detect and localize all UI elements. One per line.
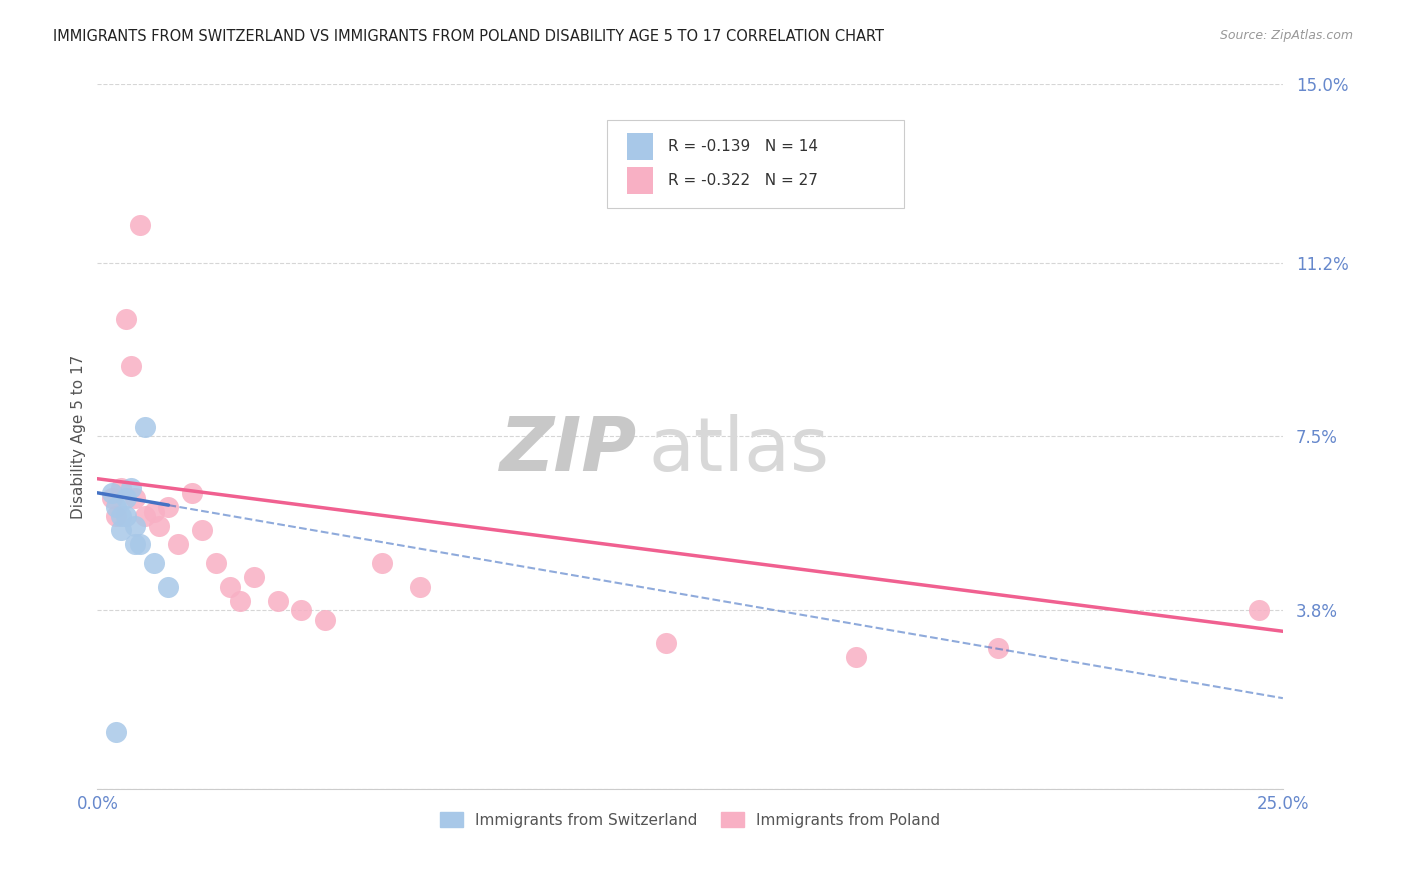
Point <box>100 491 122 505</box>
Point <box>290 603 312 617</box>
Text: IMMIGRANTS FROM SWITZERLAND VS IMMIGRANTS FROM POLAND DISABILITY AGE 5 TO 17 COR: IMMIGRANTS FROM SWITZERLAND VS IMMIGRANT… <box>53 29 884 44</box>
Point <box>114 491 136 505</box>
Point <box>655 636 678 650</box>
Text: atlas: atlas <box>648 414 830 487</box>
Point <box>987 640 1010 655</box>
Point <box>143 505 166 519</box>
Point <box>371 556 394 570</box>
Text: R = -0.139   N = 14: R = -0.139 N = 14 <box>668 139 817 154</box>
Point <box>100 485 122 500</box>
Point <box>105 725 128 739</box>
Point <box>167 537 190 551</box>
FancyBboxPatch shape <box>627 167 654 194</box>
Point <box>110 509 132 524</box>
FancyBboxPatch shape <box>607 120 904 208</box>
Point <box>228 594 250 608</box>
Point <box>845 650 868 665</box>
Point <box>105 509 128 524</box>
Point <box>266 594 288 608</box>
Point <box>114 312 136 326</box>
Point <box>124 518 146 533</box>
Point <box>134 420 156 434</box>
Point <box>148 518 170 533</box>
Point <box>124 491 146 505</box>
Text: ZIP: ZIP <box>499 414 637 487</box>
Legend: Immigrants from Switzerland, Immigrants from Poland: Immigrants from Switzerland, Immigrants … <box>434 805 946 834</box>
Point <box>157 500 180 514</box>
Point <box>143 556 166 570</box>
Point <box>1249 603 1271 617</box>
Point <box>181 485 204 500</box>
Point <box>129 537 152 551</box>
Text: Source: ZipAtlas.com: Source: ZipAtlas.com <box>1219 29 1353 42</box>
Point <box>114 509 136 524</box>
Point <box>124 537 146 551</box>
Point <box>120 359 142 373</box>
Point <box>314 613 336 627</box>
Point <box>190 524 212 538</box>
Point <box>129 219 152 233</box>
Text: R = -0.322   N = 27: R = -0.322 N = 27 <box>668 173 817 187</box>
Point <box>219 580 242 594</box>
Point <box>243 570 266 584</box>
Point <box>120 481 142 495</box>
Point <box>205 556 228 570</box>
Point <box>105 500 128 514</box>
Point <box>134 509 156 524</box>
Y-axis label: Disability Age 5 to 17: Disability Age 5 to 17 <box>72 354 86 518</box>
Point <box>110 524 132 538</box>
Point <box>110 481 132 495</box>
Point <box>157 580 180 594</box>
FancyBboxPatch shape <box>627 133 654 160</box>
Point <box>409 580 432 594</box>
